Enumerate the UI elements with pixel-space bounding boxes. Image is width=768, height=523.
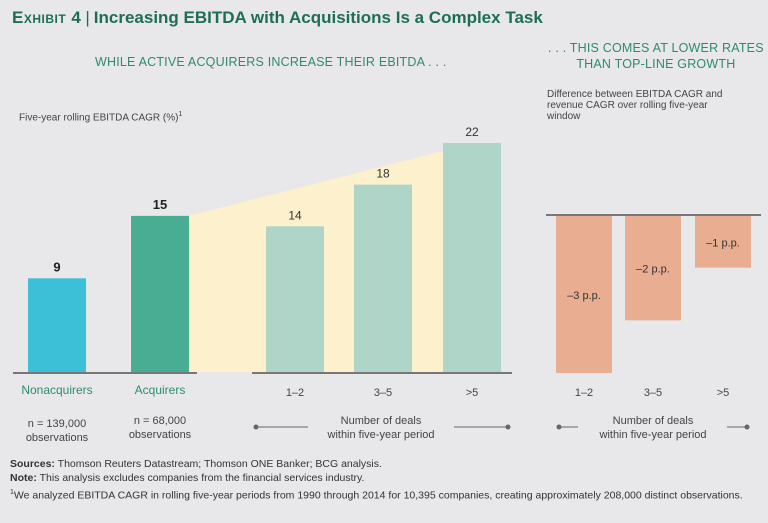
right-x-tick-label: 3–5 xyxy=(644,387,662,399)
right-bracket-label-1: Number of deals xyxy=(613,415,694,427)
bar-acquirers xyxy=(131,215,189,372)
value-label-deals-1: 18 xyxy=(376,167,390,181)
note-label: Note: xyxy=(10,472,37,484)
bar-deals-2 xyxy=(443,143,501,372)
negative-value-label-1: –2 p.p. xyxy=(636,264,670,276)
observation-count-unit: observations xyxy=(26,432,89,444)
x-tick-label: 3–5 xyxy=(374,387,392,399)
right-panel-subheading: . . . THIS COMES AT LOWER RATES THAN TOP… xyxy=(548,40,764,72)
sources-label: Sources: xyxy=(10,458,55,470)
right-x-tick-label: >5 xyxy=(717,387,730,399)
bar-deals-0 xyxy=(266,226,324,372)
title-text: Increasing EBITDA with Acquisitions Is a… xyxy=(93,8,543,27)
negative-value-label-0: –3 p.p. xyxy=(567,290,601,302)
observation-count-unit: observations xyxy=(129,429,192,441)
sources-note: Sources: Thomson Reuters Datastream; Tho… xyxy=(10,458,382,470)
deals-bracket-label-2: within five-year period xyxy=(327,429,435,441)
right-x-tick-label: 1–2 xyxy=(575,387,593,399)
footnote-text: We analyzed EBITDA CAGR in rolling five-… xyxy=(13,489,743,502)
right-y-axis-label: Difference between EBITDA CAGR and reven… xyxy=(547,89,723,122)
bar-deals-1 xyxy=(354,184,412,372)
observation-count: n = 68,000 xyxy=(134,415,186,427)
right-bracket-label-2: within five-year period xyxy=(599,429,707,441)
left-y-axis-label: Five-year rolling EBITDA CAGR (%)1 xyxy=(19,111,182,123)
negative-bar-0 xyxy=(556,215,612,373)
right-bracket-dot-right xyxy=(744,424,750,430)
value-label-nonacquirers: 9 xyxy=(53,259,60,274)
right-subheading-line1: . . . THIS COMES AT LOWER RATES xyxy=(548,41,764,55)
note-text: This analysis excludes companies from th… xyxy=(36,472,365,484)
x-tick-label: 1–2 xyxy=(286,387,304,399)
left-y-axis-label-text: Five-year rolling EBITDA CAGR (%) xyxy=(19,112,179,124)
footnote: 1We analyzed EBITDA CAGR in rolling five… xyxy=(10,486,760,503)
category-label-nonacquirers: Nonacquirers xyxy=(21,383,92,397)
footnote-mark: 1 xyxy=(10,489,14,496)
negative-value-label-2: –1 p.p. xyxy=(706,237,740,249)
bar-nonacquirers xyxy=(28,278,86,372)
deals-bracket-dot-right xyxy=(505,424,511,430)
value-label-acquirers: 15 xyxy=(153,197,167,212)
observation-count: n = 139,000 xyxy=(28,418,86,430)
value-label-deals-0: 14 xyxy=(288,208,302,222)
negative-bar-2 xyxy=(695,215,751,268)
category-label-acquirers: Acquirers xyxy=(135,383,186,397)
deals-bracket-label-1: Number of deals xyxy=(341,415,422,427)
footnote-marker: 1 xyxy=(178,111,183,118)
value-label-deals-2: 22 xyxy=(465,125,479,139)
negative-bar-1 xyxy=(625,215,681,321)
title-separator: | xyxy=(85,8,90,27)
exhibit-label: Exhibit 4 xyxy=(12,8,82,27)
x-tick-label: >5 xyxy=(466,387,479,399)
sources-text: Thomson Reuters Datastream; Thomson ONE … xyxy=(54,458,382,470)
left-panel-subheading: WHILE ACTIVE ACQUIRERS INCREASE THEIR EB… xyxy=(95,55,447,69)
exhibit-title: Exhibit 4 | Increasing EBITDA with Acquisi… xyxy=(12,8,543,28)
note: Note: This analysis excludes companies f… xyxy=(10,472,364,484)
right-subheading-line2: THAN TOP-LINE GROWTH xyxy=(576,57,736,71)
